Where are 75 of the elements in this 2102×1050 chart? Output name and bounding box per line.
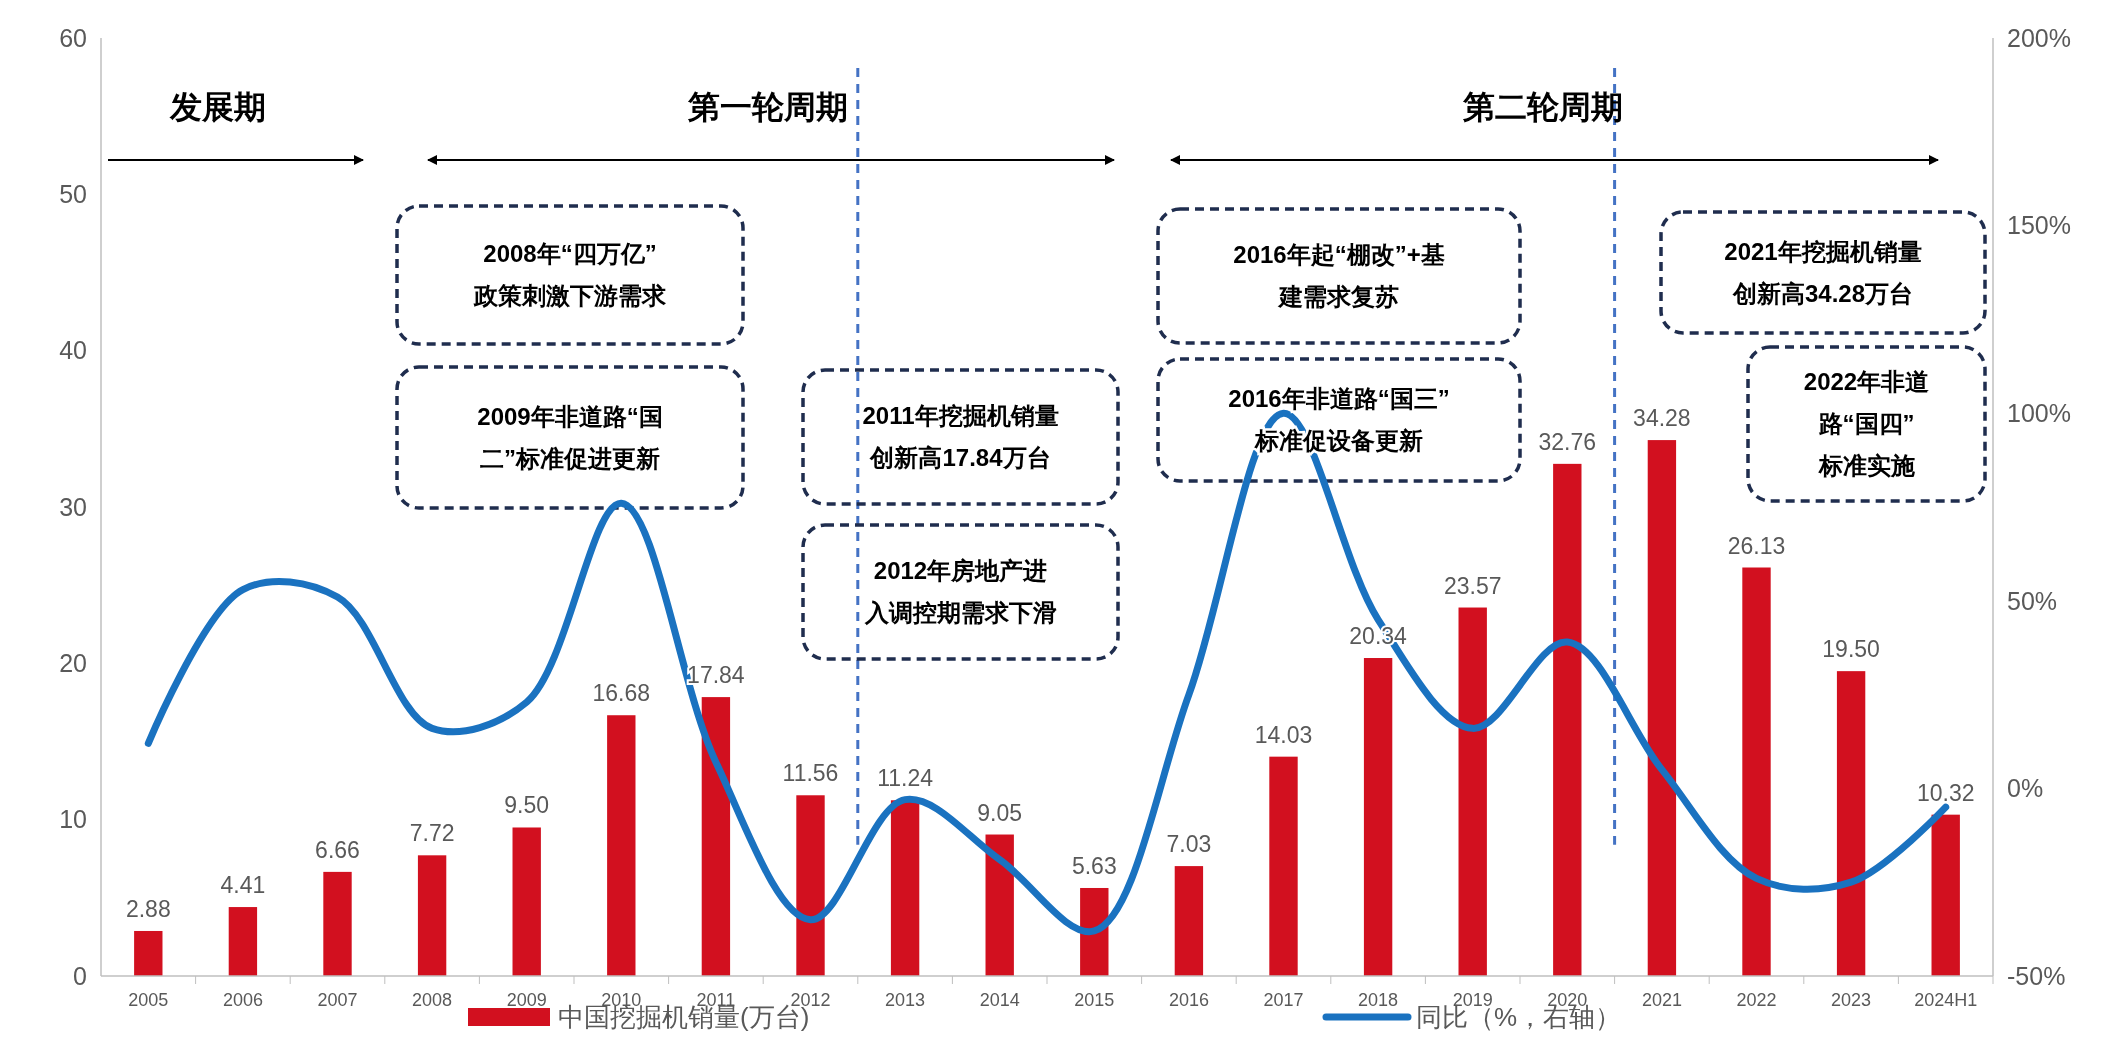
data-label: 23.57 xyxy=(1443,572,1502,599)
data-label: 7.72 xyxy=(409,820,455,847)
data-label: 6.66 xyxy=(315,836,360,863)
y-tick-label: 50 xyxy=(59,180,87,209)
data-label: 11.24 xyxy=(877,765,934,792)
bar xyxy=(1742,567,1771,976)
y-tick-label: 30 xyxy=(59,492,87,521)
bar xyxy=(134,930,163,976)
y2-tick-label: 100% xyxy=(2007,398,2071,427)
x-tick-label: 2016 xyxy=(1168,990,1209,1010)
y-tick-label: 40 xyxy=(59,336,87,365)
annotation: 2016年起“棚改”+基建需求复苏 xyxy=(1233,241,1445,310)
y2-tick-label: -50% xyxy=(2007,961,2066,990)
y2-tick-label: 50% xyxy=(2007,586,2058,615)
x-tick-label: 2013 xyxy=(885,990,926,1010)
bar xyxy=(1931,814,1960,976)
y2-tick-label: 150% xyxy=(2007,211,2071,240)
bar xyxy=(417,855,447,976)
y-tick-label: 60 xyxy=(59,23,87,52)
data-label: 19.50 xyxy=(1822,636,1880,663)
data-label: 5.63 xyxy=(1071,852,1117,879)
data-label: 16.68 xyxy=(592,680,651,707)
x-tick-label: 2018 xyxy=(1358,990,1399,1010)
annotation: 第一轮周期 xyxy=(687,89,848,125)
data-label: 7.03 xyxy=(1166,831,1212,858)
bar xyxy=(607,715,636,976)
x-tick-label: 2024H1 xyxy=(1914,990,1978,1010)
data-label: 9.05 xyxy=(977,799,1023,826)
x-tick-label: 2022 xyxy=(1736,990,1777,1010)
annotation: 2009年非道路“国二”标准促进更新 xyxy=(477,402,663,472)
bar xyxy=(323,871,352,976)
annotation: 2008年“四万亿”政策刺激下游需求 xyxy=(473,240,667,309)
x-tick-label: 2014 xyxy=(979,990,1020,1010)
annotation: 发展期 xyxy=(169,89,266,125)
x-tick-label: 2007 xyxy=(317,990,358,1010)
y-tick-label: 10 xyxy=(59,805,87,834)
data-label: 14.03 xyxy=(1254,721,1313,748)
bar xyxy=(796,795,825,976)
annotation: 2012年房地产进入调控期需求下滑 xyxy=(863,557,1057,626)
data-label: 26.13 xyxy=(1727,532,1786,559)
bar xyxy=(1269,756,1298,976)
annotation: 2022年非道路“国四”标准实施 xyxy=(1803,368,1930,479)
data-label: 34.28 xyxy=(1633,405,1691,432)
bar xyxy=(1363,658,1393,976)
bar xyxy=(228,907,258,976)
x-tick-label: 2017 xyxy=(1263,990,1304,1010)
data-label: 11.56 xyxy=(782,760,839,787)
data-label: 9.50 xyxy=(504,792,550,819)
bar xyxy=(1174,866,1204,976)
x-tick-label: 2008 xyxy=(412,990,453,1010)
bar xyxy=(701,697,731,976)
data-label: 32.76 xyxy=(1538,428,1597,455)
data-label: 10.32 xyxy=(1916,779,1975,806)
bar xyxy=(1647,440,1677,976)
x-tick-label: 2006 xyxy=(222,990,263,1010)
x-tick-label: 2023 xyxy=(1831,990,1872,1010)
bar xyxy=(1458,607,1487,976)
x-tick-label: 2005 xyxy=(128,990,169,1010)
bar xyxy=(1553,463,1582,976)
bar xyxy=(1836,671,1866,976)
bar xyxy=(890,800,920,976)
x-tick-label: 2021 xyxy=(1641,990,1682,1010)
y-tick-label: 0 xyxy=(73,961,87,990)
y-tick-label: 20 xyxy=(59,649,87,678)
y2-tick-label: 0% xyxy=(2007,774,2044,803)
annotation: 2021年挖掘机销量创新高34.28万台 xyxy=(1724,237,1922,307)
bar xyxy=(512,827,541,976)
annotation: 2011年挖掘机销量创新高17.84万台 xyxy=(862,402,1059,471)
data-label: 4.41 xyxy=(220,872,266,899)
annotation: 第二轮周期 xyxy=(1462,89,1623,125)
y2-tick-label: 200% xyxy=(2007,23,2071,52)
x-tick-label: 2009 xyxy=(506,990,547,1010)
bar xyxy=(985,834,1014,976)
x-tick-label: 2015 xyxy=(1074,990,1115,1010)
data-label: 2.88 xyxy=(125,895,171,922)
